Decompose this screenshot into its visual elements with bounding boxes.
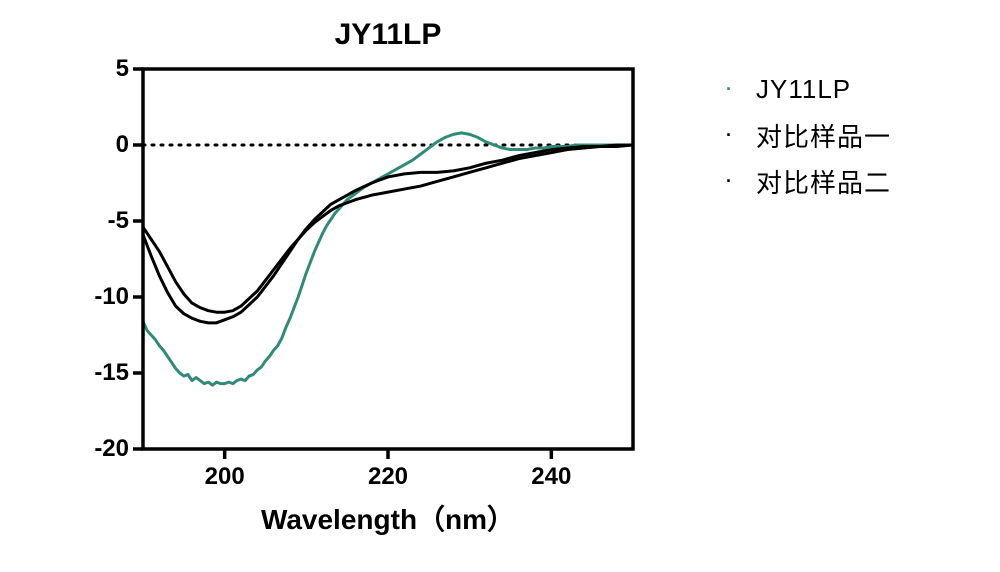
chart-canvas: JY11LP 200 220 240 -20 -15 -10 -5 0 5 Wavelengt… xyxy=(0,0,1000,572)
legend-label: 对比样品二 xyxy=(756,163,891,200)
x-axis-label: Wavelength（nm） xyxy=(143,498,633,538)
y-tick-label: -5 xyxy=(108,207,129,235)
y-tick-label: 0 xyxy=(116,131,129,159)
y-tick-label: -20 xyxy=(94,435,129,463)
series-line xyxy=(143,145,633,312)
legend-marker-icon: · xyxy=(720,80,738,98)
y-tick-label: -10 xyxy=(94,283,129,311)
legend-label: JY11LP xyxy=(756,74,851,105)
series-line xyxy=(143,145,633,323)
legend-label: 对比样品一 xyxy=(756,117,891,154)
legend: ·JY11LP·对比样品一·对比样品二 xyxy=(720,75,891,213)
x-tick-label: 240 xyxy=(531,463,571,491)
chart-title-text: JY11LP xyxy=(335,18,442,51)
series-line xyxy=(143,133,633,385)
legend-item: ·对比样品一 xyxy=(720,121,891,149)
x-tick-label: 200 xyxy=(205,463,245,491)
y-tick-label: 5 xyxy=(116,55,129,83)
plot-area xyxy=(128,54,648,464)
legend-marker-icon: · xyxy=(720,172,738,190)
series-group xyxy=(143,133,633,385)
axis-frame xyxy=(143,69,633,449)
legend-item: · JY11LP xyxy=(720,75,891,103)
x-tick-label: 220 xyxy=(368,463,408,491)
legend-item: ·对比样品二 xyxy=(720,167,891,195)
y-tick-label: -15 xyxy=(94,359,129,387)
chart-title: JY11LP xyxy=(143,18,633,52)
legend-marker-icon: · xyxy=(720,126,738,144)
